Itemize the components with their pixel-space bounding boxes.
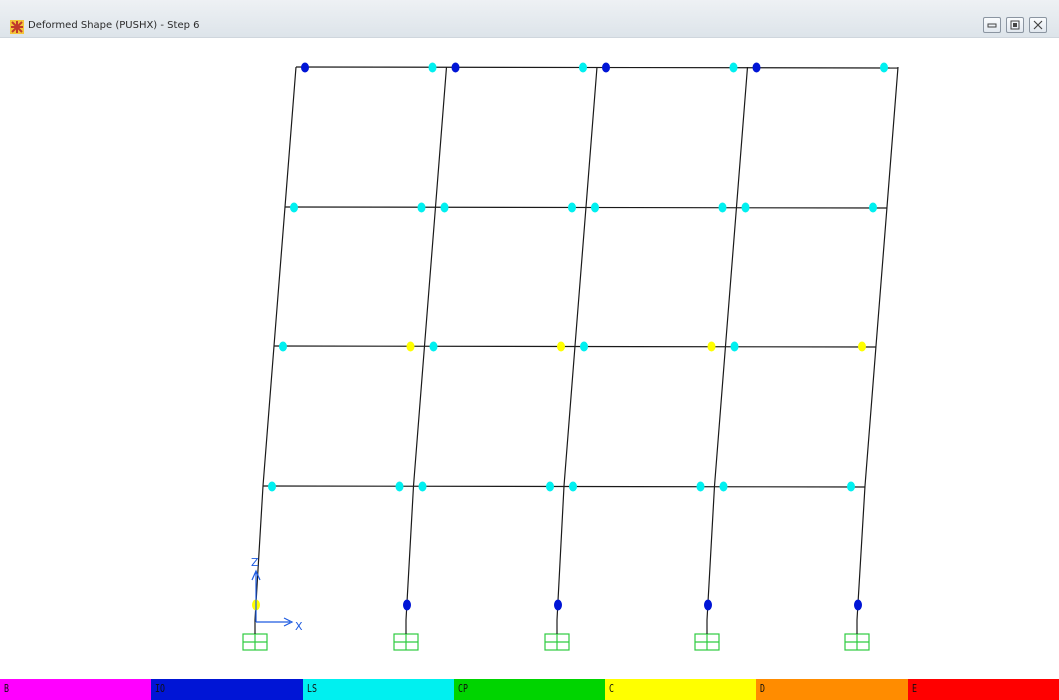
beam-line	[273, 345, 877, 348]
window-title: Deformed Shape (PUSHX) - Step 6	[28, 20, 200, 31]
hinge-marker	[869, 202, 877, 213]
legend-item-c: C	[605, 679, 758, 700]
hinge-marker	[395, 481, 404, 492]
hinge-marker	[406, 341, 415, 352]
hinge-marker	[741, 202, 750, 213]
close-button[interactable]	[1029, 17, 1047, 33]
window-titlebar: Deformed Shape (PUSHX) - Step 6	[0, 0, 1059, 38]
hinge-marker	[579, 62, 587, 73]
legend-item-cp: CP	[453, 679, 607, 700]
hinge-state-legend: B IO LS CP C D E	[0, 679, 1059, 700]
legend-item-d: D	[756, 679, 909, 700]
plastic-hinges	[252, 62, 888, 611]
legend-label: CP	[457, 682, 468, 695]
hinge-marker	[858, 341, 866, 352]
hinge-marker	[591, 202, 599, 213]
hinge-marker	[854, 599, 862, 611]
legend-label: C	[609, 682, 615, 695]
legend-label: B	[4, 682, 9, 695]
support-icon	[844, 620, 870, 651]
hinge-marker	[718, 202, 727, 213]
hinge-marker	[268, 481, 276, 492]
hinge-marker	[403, 599, 411, 611]
hinge-marker	[880, 62, 888, 73]
legend-item-io: IO	[151, 679, 304, 700]
support-icon	[393, 620, 419, 651]
hinge-marker	[752, 62, 761, 73]
axes-indicator: ZX	[251, 556, 303, 633]
support-icon	[694, 620, 720, 651]
legend-label: E	[911, 682, 917, 695]
hinge-marker	[704, 599, 712, 611]
hinge-marker	[730, 341, 739, 352]
hinge-marker	[451, 62, 460, 73]
beam-line	[295, 66, 899, 69]
legend-label: IO	[155, 682, 166, 695]
x-axis-label: X	[295, 620, 303, 633]
hinge-marker	[568, 202, 576, 213]
hinge-marker	[847, 481, 855, 492]
maximize-icon	[1010, 20, 1020, 30]
minimize-icon	[987, 23, 997, 28]
column-line	[254, 66, 297, 621]
hinge-marker	[417, 202, 426, 213]
legend-item-e: E	[907, 679, 1059, 700]
close-icon	[1033, 20, 1043, 30]
legend-item-ls: LS	[302, 679, 455, 700]
hinge-marker	[569, 481, 577, 492]
beam-line	[284, 206, 888, 209]
hinge-marker	[729, 62, 738, 73]
frame-members	[254, 66, 899, 621]
column-line	[706, 66, 749, 621]
legend-item-b: B	[0, 679, 153, 700]
hinge-marker	[602, 62, 610, 73]
hinge-marker	[546, 481, 554, 492]
hinge-marker	[279, 341, 287, 352]
hinge-marker	[440, 202, 449, 213]
support-icon	[544, 620, 570, 651]
hinge-marker	[301, 62, 309, 73]
hinge-marker	[418, 481, 427, 492]
column-line	[856, 66, 899, 621]
deformed-shape-canvas[interactable]: ZX	[0, 38, 1059, 678]
hinge-marker	[707, 341, 716, 352]
beam-line	[262, 485, 866, 488]
hinge-marker	[696, 481, 705, 492]
support-icon	[242, 620, 268, 651]
hinge-marker	[290, 202, 298, 213]
maximize-button[interactable]	[1006, 17, 1024, 33]
hinge-marker	[719, 481, 728, 492]
hinge-marker	[554, 599, 562, 611]
minimize-button[interactable]	[983, 17, 1001, 33]
legend-label: LS	[306, 682, 317, 695]
legend-label: D	[760, 682, 766, 695]
sap2000-icon	[10, 20, 24, 34]
z-axis-label: Z	[251, 556, 259, 569]
hinge-marker	[428, 62, 437, 73]
supports	[242, 620, 870, 651]
hinge-marker	[429, 341, 438, 352]
hinge-marker	[580, 341, 588, 352]
hinge-marker	[557, 341, 565, 352]
